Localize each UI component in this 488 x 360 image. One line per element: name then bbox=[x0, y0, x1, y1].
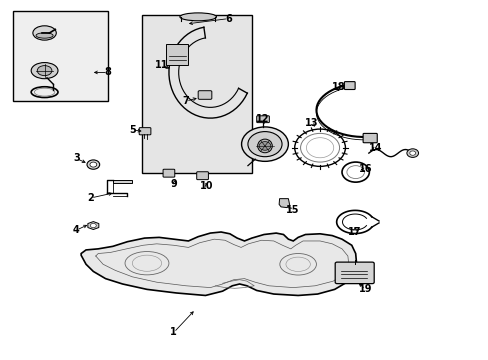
Circle shape bbox=[90, 224, 96, 228]
Ellipse shape bbox=[257, 139, 272, 153]
Polygon shape bbox=[81, 232, 356, 296]
Text: 18: 18 bbox=[331, 82, 345, 92]
Text: 17: 17 bbox=[347, 227, 361, 237]
Bar bbox=[166, 44, 188, 65]
Text: 12: 12 bbox=[256, 114, 269, 124]
Bar bbox=[13, 12, 108, 101]
Text: 4: 4 bbox=[73, 225, 80, 235]
Text: 6: 6 bbox=[224, 14, 231, 24]
Polygon shape bbox=[113, 180, 132, 183]
FancyBboxPatch shape bbox=[334, 262, 373, 284]
Text: 15: 15 bbox=[285, 206, 299, 216]
Text: 10: 10 bbox=[199, 181, 213, 191]
Polygon shape bbox=[279, 199, 289, 208]
FancyBboxPatch shape bbox=[196, 172, 208, 180]
Text: 3: 3 bbox=[73, 153, 80, 163]
Bar bbox=[142, 15, 251, 173]
FancyBboxPatch shape bbox=[163, 169, 174, 177]
Ellipse shape bbox=[180, 13, 216, 21]
Polygon shape bbox=[88, 222, 99, 230]
FancyBboxPatch shape bbox=[198, 91, 211, 99]
Text: 16: 16 bbox=[358, 164, 371, 174]
Ellipse shape bbox=[33, 26, 56, 40]
FancyBboxPatch shape bbox=[363, 134, 376, 143]
Ellipse shape bbox=[31, 63, 58, 79]
FancyBboxPatch shape bbox=[139, 128, 151, 135]
Circle shape bbox=[247, 132, 282, 157]
Circle shape bbox=[406, 149, 418, 157]
Text: 9: 9 bbox=[171, 179, 177, 189]
Circle shape bbox=[241, 127, 288, 161]
Text: 19: 19 bbox=[358, 284, 371, 294]
Text: 8: 8 bbox=[104, 67, 111, 77]
Ellipse shape bbox=[37, 66, 52, 76]
Circle shape bbox=[409, 151, 415, 155]
FancyBboxPatch shape bbox=[344, 82, 354, 90]
Circle shape bbox=[259, 141, 270, 150]
Circle shape bbox=[90, 162, 97, 167]
Text: 7: 7 bbox=[182, 96, 189, 106]
FancyBboxPatch shape bbox=[256, 116, 269, 123]
Circle shape bbox=[87, 160, 100, 169]
Text: 1: 1 bbox=[170, 327, 177, 337]
Text: 5: 5 bbox=[129, 125, 136, 135]
Text: 11: 11 bbox=[155, 60, 168, 70]
Text: 14: 14 bbox=[368, 143, 382, 153]
Ellipse shape bbox=[36, 33, 53, 38]
Text: 2: 2 bbox=[87, 193, 94, 203]
Text: 13: 13 bbox=[305, 118, 318, 128]
